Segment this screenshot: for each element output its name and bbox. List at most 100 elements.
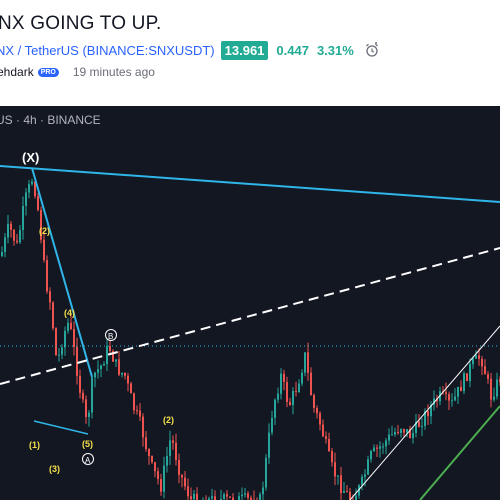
- support-line[interactable]: [419, 405, 500, 500]
- wave-label-3: (3): [49, 464, 60, 474]
- candle-body: [250, 497, 252, 500]
- candle-body: [388, 434, 390, 441]
- dashed-resistance-line[interactable]: [0, 247, 500, 385]
- candle-body: [103, 364, 105, 366]
- candle-body: [484, 366, 486, 375]
- candle-body: [220, 498, 222, 500]
- candle-body: [370, 451, 372, 460]
- candle-body: [55, 328, 57, 356]
- candle-body: [472, 358, 474, 365]
- candle-body: [448, 394, 450, 401]
- chart-legend: US · 4h · BINANCE: [0, 113, 101, 127]
- alarm-clock-icon[interactable]: [364, 42, 380, 58]
- candle-body: [49, 291, 51, 303]
- candle-body: [304, 352, 306, 373]
- wave-label-2: (2): [39, 226, 50, 236]
- trendline-down[interactable]: [31, 167, 93, 378]
- candle-body: [211, 496, 213, 499]
- price-change: 0.447: [276, 42, 309, 58]
- candle-body: [463, 373, 465, 392]
- candle-body: [412, 432, 414, 439]
- candle-body: [214, 496, 216, 500]
- candle-body: [391, 434, 393, 436]
- channel-upper-line[interactable]: [349, 325, 500, 500]
- candle-body: [16, 240, 18, 243]
- candle-body: [346, 491, 348, 493]
- candle-body: [274, 399, 276, 418]
- candle-body: [421, 426, 423, 428]
- candle-body: [268, 432, 270, 458]
- candle-body: [313, 395, 315, 408]
- chart-canvas[interactable]: (X) (2) (4) (1) (3) (5) (2) A B: [0, 106, 500, 500]
- candle-body: [25, 192, 27, 206]
- candle-body: [457, 386, 459, 397]
- idea-header: NX GOING TO UP. NX / TetherUS (BINANCE:S…: [0, 0, 500, 106]
- candle-body: [280, 373, 282, 394]
- candle-body: [319, 413, 321, 425]
- candle-body: [466, 373, 468, 381]
- candle-body: [7, 223, 9, 238]
- candle-body: [229, 496, 231, 498]
- publish-time: 19 minutes ago: [72, 65, 155, 79]
- candle-body: [223, 494, 225, 499]
- price-chart[interactable]: (X) (2) (4) (1) (3) (5) (2) A B US · 4h …: [0, 106, 500, 500]
- candle-body: [307, 352, 309, 373]
- candle-body: [85, 399, 87, 418]
- candle-body: [166, 455, 168, 466]
- candle-body: [295, 390, 297, 393]
- candle-body: [490, 378, 492, 400]
- candle-body: [424, 411, 426, 427]
- candle-body: [325, 436, 327, 440]
- candle-body: [187, 486, 189, 497]
- wave-label-b: B: [108, 332, 113, 341]
- candle-body: [376, 447, 378, 449]
- candle-body: [262, 487, 264, 495]
- candle-body: [145, 437, 147, 450]
- candle-body: [76, 346, 78, 376]
- candle-body: [139, 410, 141, 417]
- trendline-top[interactable]: [0, 165, 500, 203]
- candle-body: [445, 392, 447, 395]
- candle-body: [94, 372, 96, 378]
- candle-body: [430, 404, 432, 417]
- candle-body: [379, 446, 381, 449]
- candlesticks: [1, 177, 500, 500]
- symbol-link[interactable]: NX / TetherUS (BINANCE:SNXUSDT): [0, 42, 215, 58]
- author-row: ehdark PRO 19 minutes ago: [0, 63, 155, 81]
- candle-body: [10, 223, 12, 230]
- author-name[interactable]: ehdark: [0, 65, 34, 79]
- candle-body: [469, 364, 471, 381]
- candle-body: [91, 377, 93, 413]
- wave-marker-a: [82, 453, 94, 465]
- candle-body: [493, 396, 495, 400]
- candle-body: [67, 322, 69, 331]
- candle-body: [58, 354, 60, 356]
- candle-body: [52, 302, 54, 329]
- candle-body: [322, 424, 324, 437]
- candle-body: [310, 372, 312, 396]
- candle-body: [226, 494, 228, 497]
- candle-body: [1, 252, 3, 256]
- candle-body: [184, 477, 186, 487]
- candle-body: [400, 429, 402, 433]
- candle-body: [460, 386, 462, 392]
- candle-body: [121, 372, 123, 375]
- candle-body: [271, 417, 273, 433]
- candle-body: [157, 471, 159, 480]
- candle-body: [100, 365, 102, 370]
- candle-body: [496, 379, 498, 397]
- candle-body: [73, 328, 75, 347]
- candle-body: [343, 491, 345, 493]
- wave-label-2-second: (2): [163, 415, 174, 425]
- trendline-low[interactable]: [33, 420, 89, 435]
- candle-body: [340, 475, 342, 493]
- candle-body: [355, 495, 357, 500]
- candle-body: [172, 440, 174, 443]
- candle-body: [46, 260, 48, 292]
- candle-body: [367, 459, 369, 475]
- candle-body: [133, 393, 135, 411]
- candle-body: [34, 181, 36, 197]
- candle-body: [418, 421, 420, 427]
- candle-body: [148, 449, 150, 457]
- candle-body: [142, 416, 144, 438]
